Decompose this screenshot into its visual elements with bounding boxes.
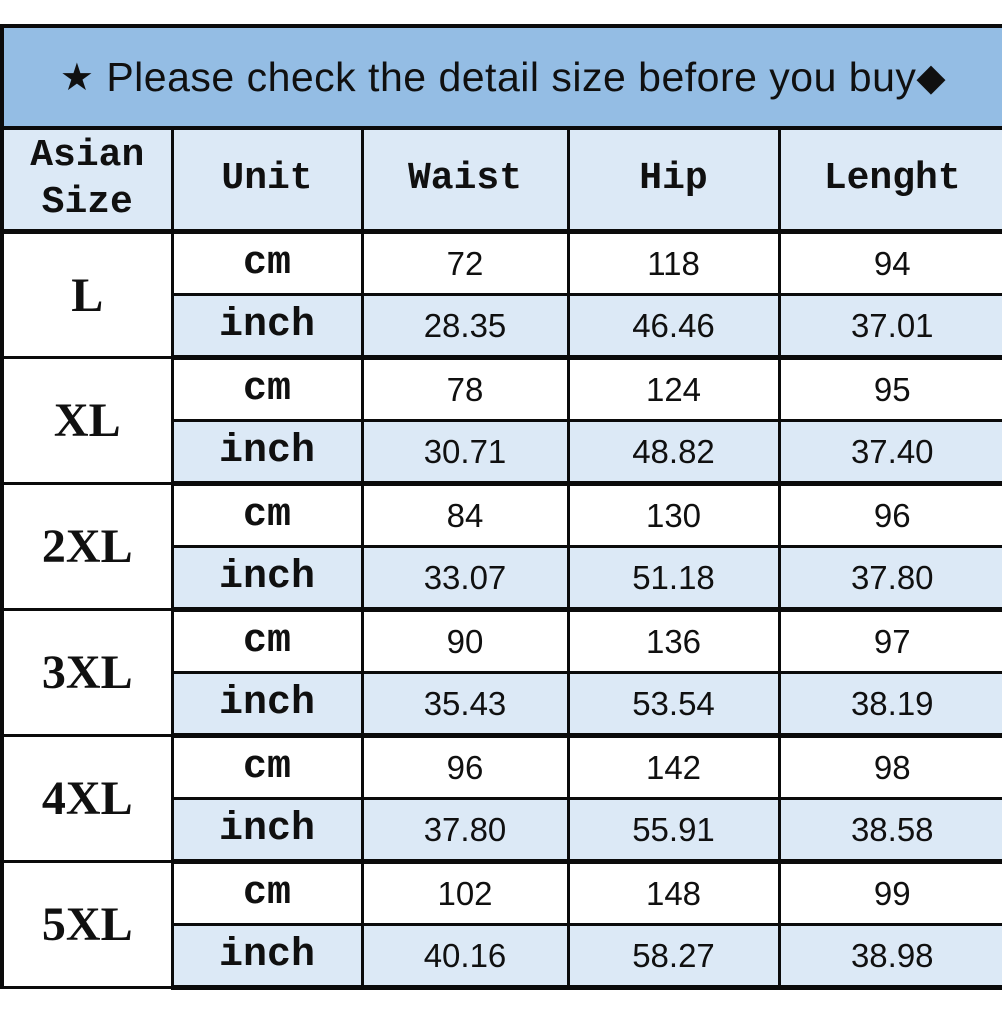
value-waist-cm: 96 bbox=[360, 734, 570, 800]
value-length-cm: 96 bbox=[777, 482, 1002, 548]
table-row-2xl-cm: 2XL cm 84 130 96 bbox=[0, 482, 1002, 611]
size-label: 2XL bbox=[0, 482, 174, 611]
value-hip-cm: 136 bbox=[566, 608, 781, 674]
value-length-inch: 38.98 bbox=[777, 923, 1002, 990]
table-row-3xl-inch: inch 35.43 53.54 38.19 bbox=[2, 671, 1002, 738]
table-row-xl-cm: XL cm 78 124 95 bbox=[0, 356, 1002, 485]
value-hip-cm: 148 bbox=[566, 860, 781, 926]
unit-label: inch bbox=[170, 545, 364, 612]
value-waist-cm: 72 bbox=[360, 230, 570, 296]
header-asian-size-line2: Size bbox=[41, 180, 133, 224]
diamond-icon: ◆ bbox=[916, 56, 947, 99]
value-waist-cm: 102 bbox=[360, 860, 570, 926]
value-waist-cm: 84 bbox=[360, 482, 570, 548]
table-row-5xl-inch: inch 40.16 58.27 38.98 bbox=[2, 923, 1002, 990]
table-row-2xl-inch: inch 33.07 51.18 37.80 bbox=[2, 545, 1002, 612]
value-length-cm: 98 bbox=[777, 734, 1002, 800]
unit-label: cm bbox=[170, 608, 364, 674]
unit-label: cm bbox=[170, 482, 364, 548]
value-hip-inch: 46.46 bbox=[566, 293, 781, 360]
notice-banner: ★ Please check the detail size before yo… bbox=[0, 24, 1002, 130]
value-length-inch: 37.80 bbox=[777, 545, 1002, 612]
value-waist-inch: 40.16 bbox=[360, 923, 570, 990]
size-label: XL bbox=[0, 356, 174, 485]
value-waist-inch: 33.07 bbox=[360, 545, 570, 612]
unit-label: cm bbox=[170, 230, 364, 296]
value-hip-cm: 130 bbox=[566, 482, 781, 548]
table-row-4xl-inch: inch 37.80 55.91 38.58 bbox=[2, 797, 1002, 864]
header-waist: Waist bbox=[360, 130, 570, 234]
table-row-xl-inch: inch 30.71 48.82 37.40 bbox=[2, 419, 1002, 486]
table-row-l-inch: inch 28.35 46.46 37.01 bbox=[2, 293, 1002, 360]
unit-label: inch bbox=[170, 293, 364, 360]
value-waist-inch: 28.35 bbox=[360, 293, 570, 360]
value-waist-cm: 90 bbox=[360, 608, 570, 674]
value-waist-inch: 37.80 bbox=[360, 797, 570, 864]
value-hip-cm: 124 bbox=[566, 356, 781, 422]
unit-label: cm bbox=[170, 356, 364, 422]
value-waist-cm: 78 bbox=[360, 356, 570, 422]
value-hip-cm: 142 bbox=[566, 734, 781, 800]
value-hip-inch: 53.54 bbox=[566, 671, 781, 738]
table-row-l-cm: L cm 72 118 94 bbox=[0, 230, 1002, 359]
value-length-cm: 99 bbox=[777, 860, 1002, 926]
value-length-cm: 94 bbox=[777, 230, 1002, 296]
table-row-4xl-cm: 4XL cm 96 142 98 bbox=[0, 734, 1002, 863]
size-label: 3XL bbox=[0, 608, 174, 737]
header-row: Asian Size Unit Waist Hip Lenght bbox=[0, 130, 1002, 234]
value-length-cm: 95 bbox=[777, 356, 1002, 422]
unit-label: inch bbox=[170, 923, 364, 990]
value-hip-inch: 58.27 bbox=[566, 923, 781, 990]
value-hip-inch: 48.82 bbox=[566, 419, 781, 486]
star-icon: ★ bbox=[59, 56, 95, 99]
value-waist-inch: 35.43 bbox=[360, 671, 570, 738]
unit-label: inch bbox=[170, 671, 364, 738]
header-hip: Hip bbox=[566, 130, 781, 234]
unit-label: cm bbox=[170, 734, 364, 800]
value-hip-cm: 118 bbox=[566, 230, 781, 296]
value-hip-inch: 51.18 bbox=[566, 545, 781, 612]
value-length-inch: 37.01 bbox=[777, 293, 1002, 360]
banner-text: Please check the detail size before you … bbox=[94, 53, 917, 100]
header-unit: Unit bbox=[170, 130, 364, 234]
size-chart-page: ★ Please check the detail size before yo… bbox=[0, 24, 1002, 990]
header-asian-size: Asian Size bbox=[0, 130, 174, 234]
value-length-inch: 37.40 bbox=[777, 419, 1002, 486]
table-row-5xl-cm: 5XL cm 102 148 99 bbox=[0, 860, 1002, 989]
value-hip-inch: 55.91 bbox=[566, 797, 781, 864]
header-length: Lenght bbox=[777, 130, 1002, 234]
size-label: 4XL bbox=[0, 734, 174, 863]
unit-label: cm bbox=[170, 860, 364, 926]
size-table: Asian Size Unit Waist Hip Lenght L cm 72… bbox=[0, 130, 1002, 990]
value-length-inch: 38.19 bbox=[777, 671, 1002, 738]
size-label: L bbox=[0, 230, 174, 359]
value-waist-inch: 30.71 bbox=[360, 419, 570, 486]
value-length-inch: 38.58 bbox=[777, 797, 1002, 864]
table-row-3xl-cm: 3XL cm 90 136 97 bbox=[0, 608, 1002, 737]
unit-label: inch bbox=[170, 797, 364, 864]
value-length-cm: 97 bbox=[777, 608, 1002, 674]
unit-label: inch bbox=[170, 419, 364, 486]
header-asian-size-line1: Asian bbox=[30, 134, 145, 178]
size-label: 5XL bbox=[0, 860, 174, 989]
